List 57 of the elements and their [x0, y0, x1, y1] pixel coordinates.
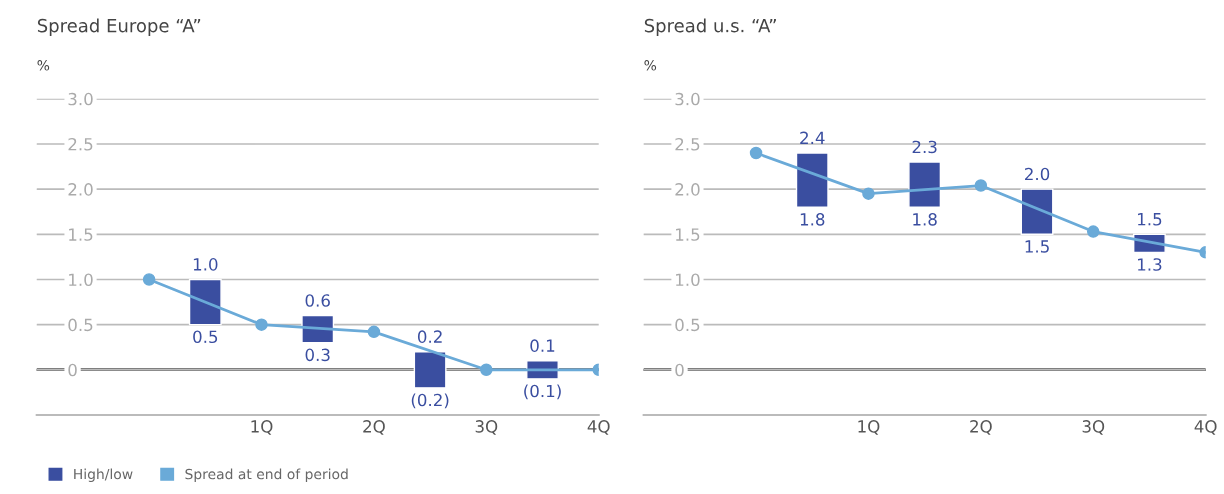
- y-tick-label: 0.5: [675, 318, 700, 332]
- bar: [908, 161, 942, 208]
- point: [480, 363, 493, 377]
- annotation: 2.0: [1025, 167, 1050, 181]
- point: [974, 179, 988, 192]
- annotation: 1.5: [1025, 240, 1049, 253]
- annotation: 2.4: [800, 131, 825, 144]
- x-tick-label: 3Q: [475, 420, 498, 435]
- x-tick-label: 1Q: [858, 420, 880, 435]
- annotation: 2.3: [912, 140, 937, 154]
- x-tick-label: 1Q: [251, 420, 273, 435]
- annotation: (0.1): [524, 384, 561, 400]
- y-tick-label: 1.5: [69, 228, 93, 241]
- y-tick-label: 3.0: [68, 92, 93, 106]
- annotation: 1.0: [193, 258, 218, 271]
- y-tick-label: 2.0: [675, 183, 700, 196]
- y-tick-label: 2.5: [68, 137, 93, 151]
- legend-label: Spread at end of period: [185, 468, 348, 482]
- legend-label: High/low: [74, 468, 133, 482]
- annotation: 1.8: [800, 213, 825, 226]
- y-tick-label: 1.0: [676, 273, 700, 287]
- annotation: 1.3: [1138, 258, 1162, 271]
- annotation: 0.1: [530, 339, 555, 352]
- x-tick-label: 3Q: [1082, 420, 1105, 435]
- y-tick-label: 2.0: [68, 183, 93, 196]
- annotation: (0.2): [411, 393, 449, 409]
- y-tick-label: 3.0: [675, 92, 700, 106]
- point: [749, 146, 763, 160]
- annotation: 0.6: [305, 294, 330, 307]
- x-tick-label: 2Q: [970, 420, 992, 435]
- annotation: 1.8: [913, 213, 937, 226]
- annotation: 0.5: [193, 330, 218, 344]
- y-tick-label: 2.5: [675, 137, 700, 151]
- annotation: 0.3: [305, 348, 330, 362]
- chart-title: Spread u.s. “A”: [644, 18, 776, 36]
- y-axis-title: %: [37, 60, 50, 71]
- y-tick-label: 0: [675, 363, 684, 377]
- point: [255, 318, 268, 331]
- annotation: 0.2: [417, 330, 442, 343]
- bar: [413, 351, 447, 389]
- chart-title: Spread Europe “A”: [37, 18, 201, 36]
- annotation: 1.5: [1138, 213, 1162, 226]
- point: [367, 325, 381, 339]
- x-tick-label: 2Q: [363, 420, 385, 435]
- x-tick-label: 4Q: [587, 420, 610, 435]
- point: [1086, 225, 1100, 238]
- bar: [795, 152, 829, 208]
- y-axis-title: %: [644, 60, 657, 71]
- y-tick-label: 0.5: [68, 318, 93, 332]
- bar: [188, 278, 222, 326]
- y-tick-label: 0: [68, 363, 77, 377]
- point: [142, 273, 156, 286]
- point: [862, 187, 875, 200]
- y-tick-label: 1.5: [676, 228, 700, 241]
- x-tick-label: 4Q: [1194, 420, 1217, 435]
- y-tick-label: 1.0: [69, 273, 93, 287]
- bar: [1020, 188, 1054, 235]
